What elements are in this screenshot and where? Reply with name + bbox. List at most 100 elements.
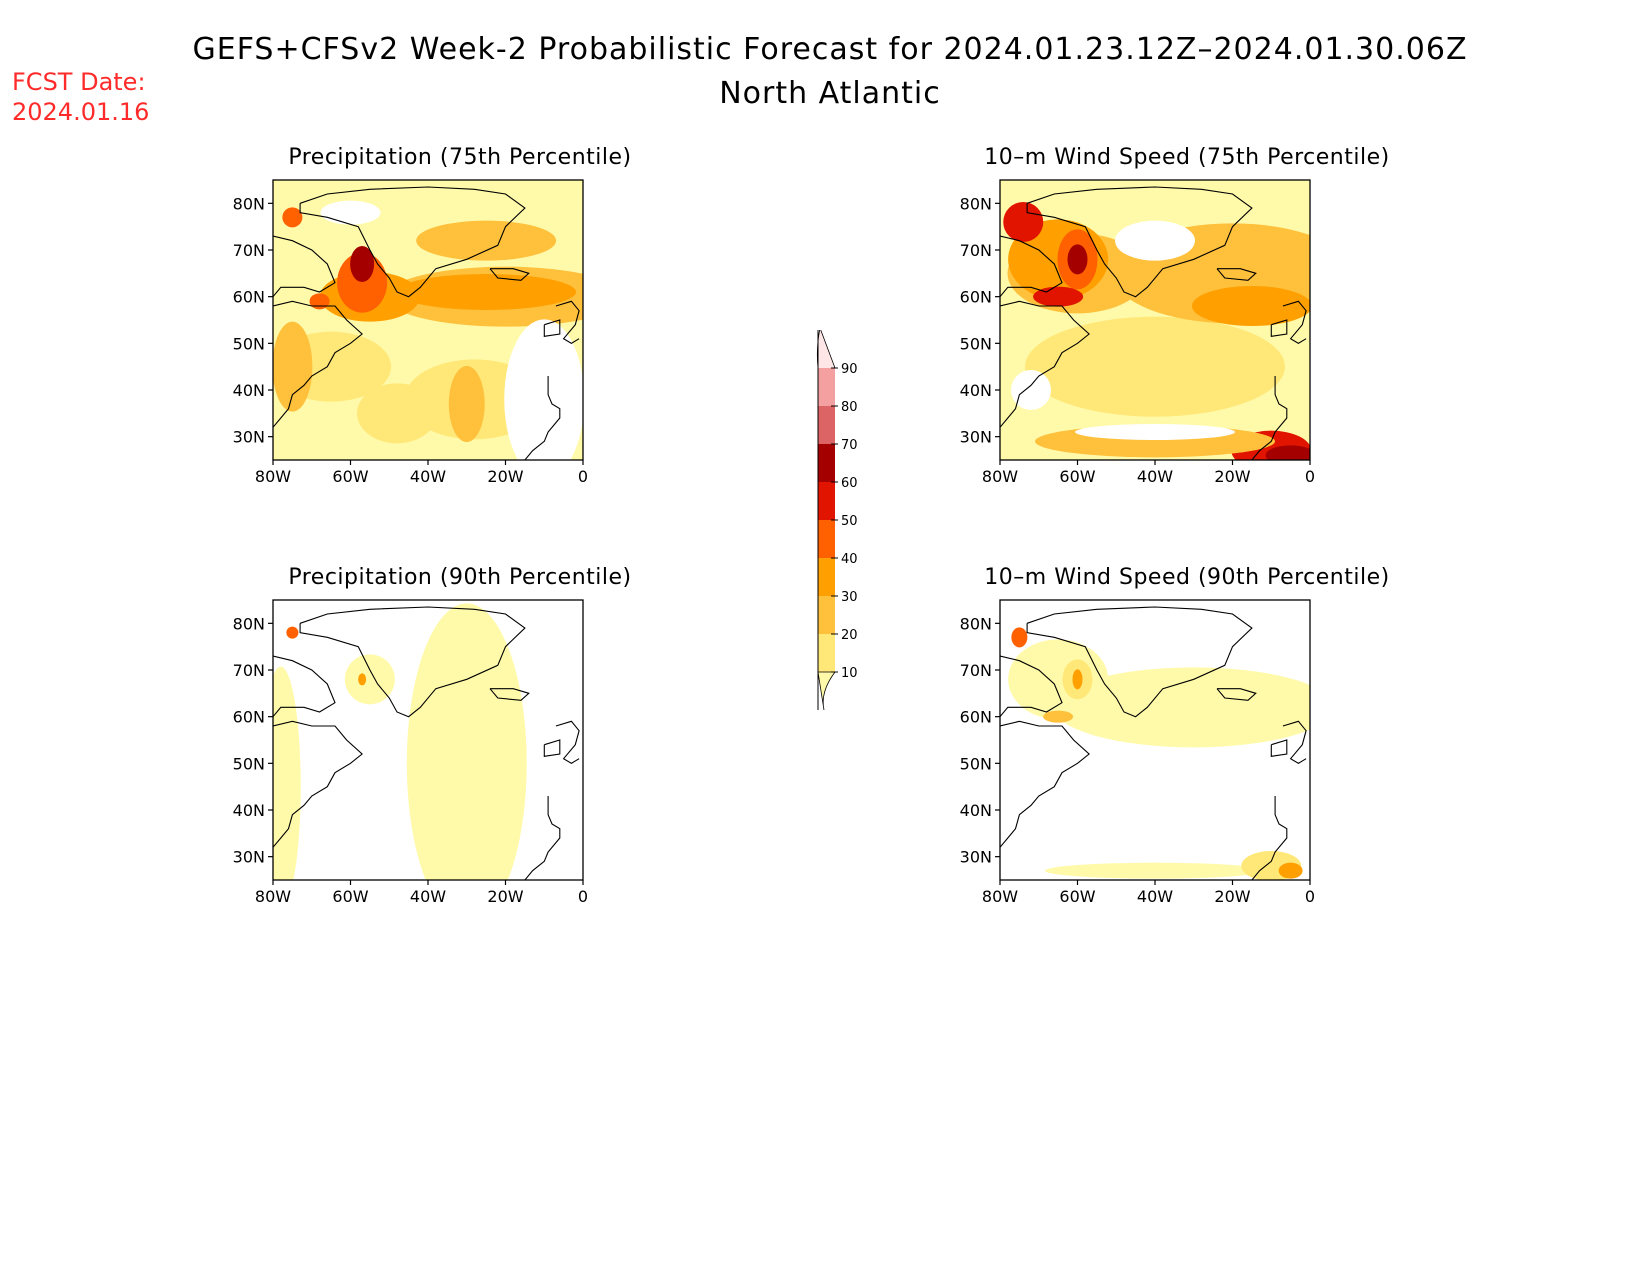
coastline [1216, 268, 1257, 281]
map-precip-90: 80N 70N 60N 50N 40N 30N 80W 60W 40W 20W 0 [233, 599, 588, 906]
coastline [299, 186, 526, 298]
colorbar-label: 90 [841, 362, 858, 377]
coastline [524, 376, 561, 460]
colorbar-label: 80 [841, 400, 858, 415]
lat-tick-label: 50N [233, 754, 265, 773]
lon-tick-label: 80W [982, 887, 1018, 906]
lat-tick-label: 70N [960, 241, 992, 260]
probability-contour [448, 366, 485, 442]
colorbar-segment [818, 558, 835, 596]
probability-contour [282, 207, 303, 228]
lon-tick-label: 80W [255, 467, 291, 486]
lon-tick-label: 60W [332, 467, 368, 486]
colorbar-segment [818, 444, 835, 482]
colorbar-segment [818, 520, 835, 558]
map-wind-75: 80N 70N 60N 50N 40N 30N 80W 60W 40W 20W 0 [960, 179, 1315, 486]
probability-contour [406, 603, 527, 880]
probability-contour [1075, 424, 1235, 440]
probability-contour [344, 654, 395, 705]
lat-tick-label: 30N [960, 848, 992, 867]
panel-title: Precipitation (90th Percentile) [288, 565, 632, 590]
lat-tick-label: 40N [233, 381, 265, 400]
lon-tick-label: 40W [410, 467, 446, 486]
coastline [273, 300, 363, 428]
panel-title: 10–m Wind Speed (90th Percentile) [984, 565, 1390, 590]
colorbar-segment [818, 368, 835, 406]
panel-wind-75: 10–m Wind Speed (75th Percentile) 80N 70N… [957, 145, 1417, 525]
coastline [1270, 319, 1288, 337]
lon-tick-label: 20W [487, 887, 523, 906]
coastline [489, 688, 530, 701]
coastline [543, 319, 561, 337]
map-wind-90: 80N 70N 60N 50N 40N 30N 80W 60W 40W 20W 0 [960, 599, 1315, 906]
lat-tick-label: 40N [960, 801, 992, 820]
probability-contour [1011, 627, 1028, 648]
probability-contour [504, 319, 583, 460]
lat-tick-label: 70N [233, 661, 265, 680]
coastline [1251, 376, 1288, 460]
probability-contour [1003, 202, 1044, 242]
probability-contour [1045, 862, 1265, 879]
lat-tick-label: 80N [960, 614, 992, 633]
coastline [1000, 300, 1090, 428]
panel-title: 10–m Wind Speed (75th Percentile) [984, 145, 1390, 170]
probability-contour [350, 246, 375, 282]
colorbar-segment [818, 634, 835, 672]
lat-tick-label: 60N [233, 708, 265, 727]
colorbar-label: 30 [841, 590, 858, 605]
lon-tick-label: 40W [410, 887, 446, 906]
forecast-date-label: FCST Date: [12, 68, 146, 96]
probability-contour [1191, 286, 1310, 326]
colorbar-segment [818, 596, 835, 634]
lon-tick-label: 20W [1214, 467, 1250, 486]
colorbar-cap-bottom [817, 671, 836, 711]
colorbar-label: 70 [841, 438, 858, 453]
lon-tick-label: 60W [332, 887, 368, 906]
lon-tick-label: 60W [1059, 467, 1095, 486]
probability-contour [357, 383, 437, 444]
coastline [299, 606, 526, 718]
coastline [1270, 739, 1288, 757]
lat-tick-label: 60N [960, 288, 992, 307]
main-title: GEFS+CFSv2 Week-2 Probabilistic Forecast… [192, 32, 1468, 67]
coastline [273, 655, 336, 718]
probability-contour [1115, 220, 1195, 261]
lon-tick-label: 20W [487, 467, 523, 486]
coastline [1282, 300, 1307, 344]
coastline [1282, 720, 1307, 764]
coastline [524, 796, 561, 880]
lon-tick-label: 0 [1305, 467, 1315, 486]
probability-contour [320, 200, 381, 225]
lon-tick-label: 0 [578, 887, 588, 906]
probability-contour [1053, 667, 1310, 748]
lat-tick-label: 50N [960, 754, 992, 773]
coastline [1216, 688, 1257, 701]
map-precip-75: 80N 70N 60N 50N 40N 30N 80W 60W 40W 20W 0 [233, 179, 588, 486]
probability-contour [396, 274, 577, 310]
probability-contour [337, 252, 388, 313]
region-subtitle: North Atlantic [719, 76, 941, 111]
colorbar-label: 50 [841, 514, 858, 529]
colorbar-segment [818, 406, 835, 444]
colorbar-label: 10 [841, 666, 858, 681]
coastline [1026, 606, 1253, 718]
lat-tick-label: 50N [960, 334, 992, 353]
lat-tick-label: 80N [233, 194, 265, 213]
colorbar-label: 40 [841, 552, 858, 567]
probability-contour [1043, 710, 1074, 723]
lat-tick-label: 30N [960, 428, 992, 447]
probability-contour [309, 293, 330, 310]
lat-tick-label: 40N [960, 381, 992, 400]
lon-tick-label: 0 [578, 467, 588, 486]
colorbar-cap-top [816, 330, 836, 369]
probability-colorbar: 90 80 70 60 50 40 30 20 10 [816, 330, 858, 711]
lon-tick-label: 40W [1137, 887, 1173, 906]
lat-tick-label: 70N [960, 661, 992, 680]
probability-contour [1072, 669, 1083, 690]
coastline [555, 300, 580, 344]
lon-tick-label: 40W [1137, 467, 1173, 486]
forecast-date-value: 2024.01.16 [12, 98, 150, 126]
lon-tick-label: 20W [1214, 887, 1250, 906]
lat-tick-label: 80N [233, 614, 265, 633]
coastline [489, 268, 530, 281]
